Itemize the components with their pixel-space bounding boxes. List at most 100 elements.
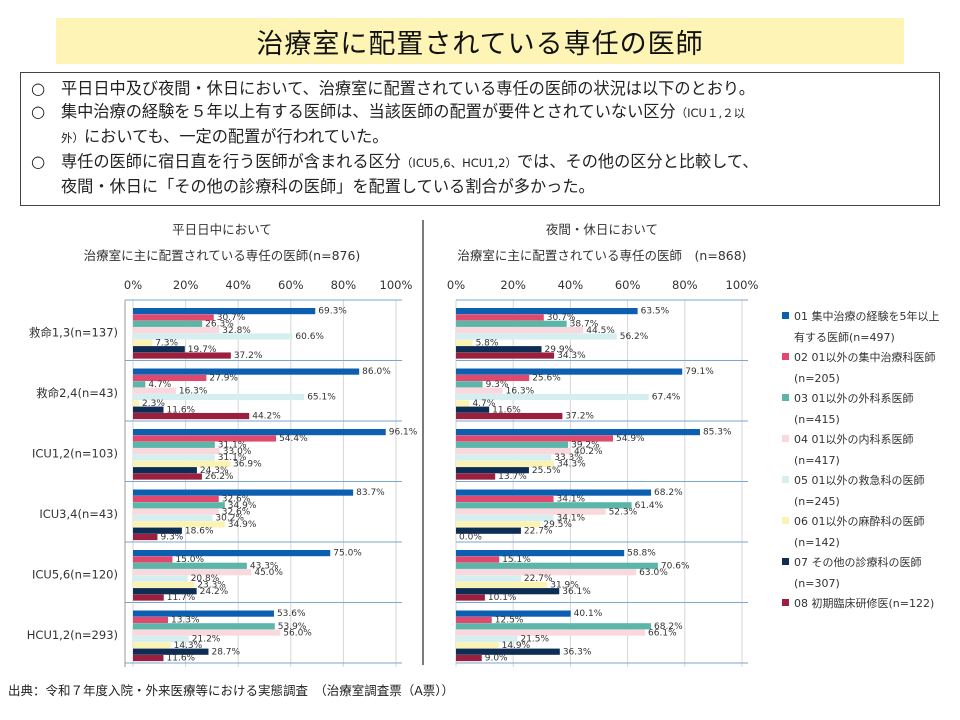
legend-label: 06 01以外の麻酔科の医師 xyxy=(794,514,925,528)
category-label: ICU1,2(n=103) xyxy=(32,446,118,460)
data-label: 56.0% xyxy=(283,628,312,638)
data-label: 11.7% xyxy=(167,593,196,603)
page-title-bar: 治療室に配置されている専任の医師 xyxy=(56,18,904,64)
data-label: 40.1% xyxy=(574,609,603,619)
bar xyxy=(133,562,247,569)
legend-label-cont: (n=205) xyxy=(794,372,840,385)
bar xyxy=(456,514,554,522)
data-label: 24.2% xyxy=(200,587,229,597)
bar xyxy=(456,495,554,503)
data-label: 67.4% xyxy=(652,393,681,403)
data-label: 9.3% xyxy=(160,533,183,543)
category-label: ICU5,6(n=120) xyxy=(32,567,118,581)
bar xyxy=(133,441,215,448)
bar xyxy=(456,654,482,662)
bar xyxy=(456,435,614,442)
data-label: 30.7% xyxy=(217,313,246,323)
bar xyxy=(133,594,164,601)
data-label: 54.4% xyxy=(279,434,308,444)
summary-text-3d: 夜間・休日に「その他の診療科の医師」を配置している割合が多かった。 xyxy=(61,177,595,196)
data-label: 44.2% xyxy=(252,412,281,422)
bar xyxy=(456,569,637,576)
data-label: 86.0% xyxy=(362,367,391,377)
bar xyxy=(133,550,331,557)
bar xyxy=(133,635,189,643)
bar xyxy=(133,473,202,480)
x-tick-label: 40% xyxy=(558,278,584,292)
bar xyxy=(133,314,214,321)
data-label: 18.6% xyxy=(185,526,214,536)
bar xyxy=(133,581,195,588)
bar xyxy=(456,508,606,515)
data-label: 20.8% xyxy=(191,574,220,584)
bar xyxy=(133,654,164,662)
data-label: 11.6% xyxy=(167,405,196,415)
legend-swatch xyxy=(782,558,789,565)
bar xyxy=(133,521,225,528)
data-label: 34.3% xyxy=(557,459,586,469)
bar xyxy=(133,352,231,359)
data-label: 96.1% xyxy=(389,428,418,438)
category-label: 救命1,3(n=137) xyxy=(29,325,118,339)
bar xyxy=(133,387,176,394)
data-label: 16.3% xyxy=(179,386,208,396)
data-label: 21.2% xyxy=(192,635,221,645)
summary-box: ○ 平日日中及び夜間・休日において、治療室に配置されている専任の医師の状況は以下… xyxy=(20,72,940,206)
data-label: 10.1% xyxy=(488,593,517,603)
bar xyxy=(456,368,683,375)
bar xyxy=(456,374,530,382)
data-label: 36.1% xyxy=(562,587,591,597)
bullet-circle-icon: ○ xyxy=(31,102,46,121)
data-label: 40.2% xyxy=(574,447,603,457)
data-label: 85.3% xyxy=(703,428,732,438)
legend-swatch xyxy=(782,312,789,319)
legend-label: 07 その他の診療科の医師 xyxy=(794,555,922,569)
data-label: 23.3% xyxy=(197,580,226,590)
bar xyxy=(133,514,213,522)
data-label: 45.0% xyxy=(254,568,283,578)
data-label: 63.0% xyxy=(639,568,668,578)
bar xyxy=(456,327,584,334)
panel-subtitle: 治療室に主に配置されている専任の医師 (n=868) xyxy=(457,248,746,263)
bar xyxy=(456,489,652,496)
bar xyxy=(133,412,250,420)
data-label: 26.3% xyxy=(205,319,234,329)
legend-label: 05 01以外の救急科の医師 xyxy=(794,473,925,487)
legend-label: 01 集中治療の経験を5年以上 xyxy=(794,309,940,323)
category-label: ICU3,4(n=43) xyxy=(39,507,118,521)
data-label: 14.3% xyxy=(174,641,203,651)
data-label: 28.7% xyxy=(211,647,240,657)
data-label: 21.5% xyxy=(520,635,549,645)
data-label: 63.5% xyxy=(641,307,670,317)
bar xyxy=(133,454,215,461)
data-label: 37.2% xyxy=(234,351,263,361)
bar xyxy=(456,441,569,448)
summary-point-3-cont: 夜間・休日に「その他の診療科の医師」を配置している割合が多かった。 xyxy=(31,175,929,198)
bar xyxy=(133,508,219,515)
x-tick-label: 60% xyxy=(278,278,304,292)
bar xyxy=(133,339,153,346)
x-tick-label: 20% xyxy=(173,278,199,292)
data-label: 25.6% xyxy=(532,374,561,384)
bar xyxy=(133,460,231,467)
data-label: 68.2% xyxy=(654,488,683,498)
data-label: 13.3% xyxy=(171,616,200,626)
bar xyxy=(456,352,555,359)
bar xyxy=(133,623,275,630)
bar xyxy=(456,412,563,420)
data-label: 33.3% xyxy=(554,453,583,463)
panel-subtitle: 治療室に主に配置されている専任の医師(n=876) xyxy=(84,248,361,263)
data-label: 43.3% xyxy=(250,561,279,571)
data-label: 24.3% xyxy=(200,466,229,476)
bar xyxy=(456,381,483,388)
legend-swatch xyxy=(782,599,789,606)
x-tick-label: 20% xyxy=(500,278,526,292)
data-label: 9.3% xyxy=(486,380,509,390)
bar xyxy=(133,629,281,636)
legend-swatch xyxy=(782,435,789,442)
data-label: 14.9% xyxy=(502,641,531,651)
page-title: 治療室に配置されている専任の医師 xyxy=(256,28,704,60)
summary-point-1: ○ 平日日中及び夜間・休日において、治療室に配置されている専任の医師の状況は以下… xyxy=(31,77,929,100)
bar xyxy=(133,642,171,649)
